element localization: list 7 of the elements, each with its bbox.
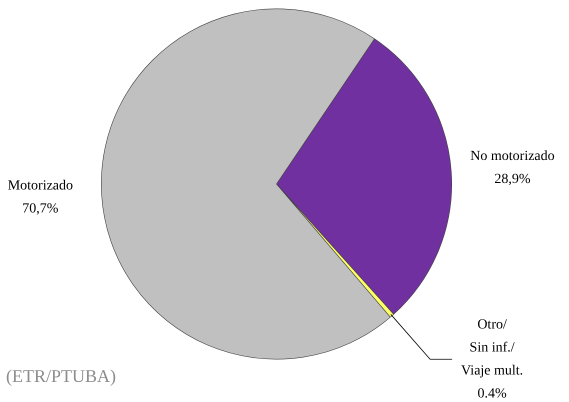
slice-label: No motorizado bbox=[470, 148, 555, 164]
data-label: 0.4% bbox=[478, 386, 508, 402]
text: (ETR/PTUBA) bbox=[6, 366, 116, 387]
data-label: 28,9% bbox=[494, 172, 531, 187]
slice-label: Motorizado bbox=[8, 178, 74, 194]
slice-label: Otro/ Sin inf./ Viaje mult. bbox=[461, 317, 524, 378]
data-label: 70,7% bbox=[22, 202, 59, 217]
